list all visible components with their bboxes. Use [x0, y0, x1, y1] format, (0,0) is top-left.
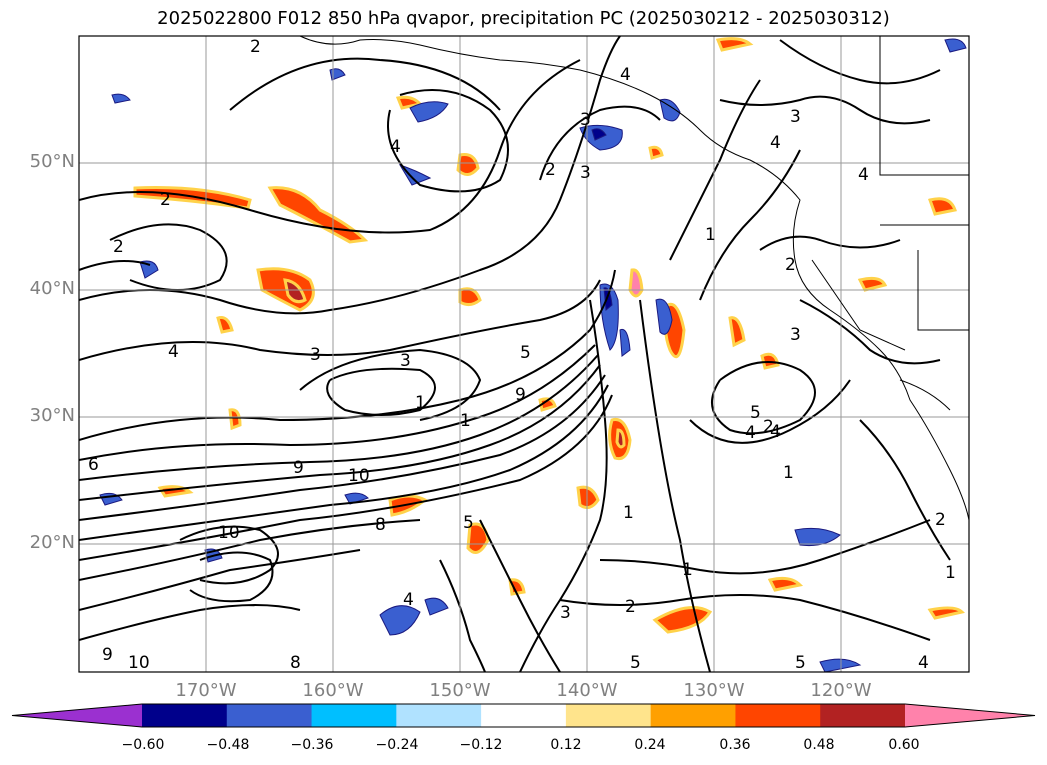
- contour-label: 1: [623, 503, 634, 523]
- contour-label: 2: [763, 417, 774, 437]
- longitude-label: 130°W: [683, 680, 745, 701]
- longitude-label: 150°W: [429, 680, 491, 701]
- longitude-label: 170°W: [175, 680, 237, 701]
- contour-label: 5: [520, 343, 531, 363]
- contour-label: 6: [88, 455, 99, 475]
- contour-label: 3: [400, 351, 411, 371]
- contour-label: 2: [785, 255, 796, 275]
- contour-label: 8: [375, 515, 386, 535]
- longitude-label: 140°W: [556, 680, 618, 701]
- longitude-label: 160°W: [302, 680, 364, 701]
- latitude-label: 20°N: [29, 532, 75, 553]
- latitude-label: 50°N: [29, 151, 75, 172]
- longitude-label: 120°W: [810, 680, 872, 701]
- contour-label: 3: [310, 345, 321, 365]
- contour-label: 10: [128, 653, 150, 673]
- colorbar-tick-label: −0.36: [290, 737, 334, 753]
- contour-label: 3: [560, 603, 571, 623]
- contour-label: 8: [290, 653, 301, 673]
- contour-label: 2: [113, 237, 124, 257]
- colorbar-tick-label: −0.12: [459, 737, 503, 753]
- contour-label: 1: [415, 393, 426, 413]
- contour-label: 2: [545, 160, 556, 180]
- contour-label: 9: [102, 645, 113, 665]
- colorbar-bin: [142, 704, 228, 727]
- colorbar-tick-label: −0.24: [375, 737, 419, 753]
- contour-label: 4: [770, 133, 781, 153]
- colorbar-bin: [226, 704, 313, 727]
- contour-label: 3: [790, 325, 801, 345]
- contour-label: 5: [463, 513, 474, 533]
- latitude-label: 30°N: [29, 405, 75, 426]
- colorbar-bin: [311, 704, 397, 727]
- contour-label: 4: [858, 165, 869, 185]
- contour-label: 4: [168, 342, 179, 362]
- contour-label: 2: [250, 37, 261, 57]
- contour-label: 5: [750, 403, 761, 423]
- contour-label: 9: [515, 385, 526, 405]
- contour-label: 3: [580, 110, 591, 130]
- contour-label: 4: [403, 590, 414, 610]
- contour-label: 1: [460, 411, 471, 431]
- colorbar-extend-max: [905, 704, 1035, 727]
- contour-label: 1: [783, 463, 794, 483]
- colorbar-outline: [11, 703, 1036, 728]
- colorbar-tick-label: 0.48: [803, 737, 835, 753]
- colorbar-tick-label: −0.60: [121, 737, 165, 753]
- colorbar-tick-label: −0.48: [206, 737, 250, 753]
- vapor-contours: [79, 36, 951, 672]
- plot-frame: [78, 35, 970, 673]
- contour-label: 2: [935, 510, 946, 530]
- contour-label: 2: [625, 597, 636, 617]
- contour-label: 10: [218, 523, 240, 543]
- contour-label: 3: [790, 107, 801, 127]
- contour-label: 4: [390, 137, 401, 157]
- contour-label: 1: [705, 225, 716, 245]
- latitude-label: 40°N: [29, 278, 75, 299]
- colorbar-bin: [565, 704, 652, 727]
- contour-label: 5: [795, 653, 806, 673]
- colorbar-tick-label: 0.24: [634, 737, 666, 753]
- colorbar-tick-label: 0.12: [550, 737, 582, 753]
- contour-label: 4: [745, 423, 756, 443]
- colorbar-bin: [481, 704, 567, 727]
- coastline: [299, 36, 969, 521]
- contour-label: 2: [160, 190, 171, 210]
- graticule: [79, 36, 969, 672]
- contour-label: 4: [620, 65, 631, 85]
- contour-label: 4: [918, 653, 929, 673]
- colorbar-bin: [735, 704, 821, 727]
- contour-label: 1: [682, 560, 693, 580]
- contour-labels: 2 4 3 2 2 4 3 1 2 4 3 3 2 1 5 9 3 4 5 4 …: [88, 37, 956, 673]
- colorbar-bin: [396, 704, 482, 727]
- contour-label: 5: [630, 653, 641, 673]
- contour-label: 9: [293, 458, 304, 478]
- contour-label: 4: [770, 422, 781, 442]
- colorbar-bin: [650, 704, 736, 727]
- colorbar-tick-label: 0.36: [719, 737, 751, 753]
- colorbar-bin: [820, 704, 906, 727]
- contour-label: 3: [580, 163, 591, 183]
- plot-area: [79, 36, 969, 672]
- colorbar: [11, 703, 1036, 728]
- contour-label: 10: [348, 466, 370, 486]
- contour-label: 1: [945, 563, 956, 583]
- colorbar-tick-label: 0.60: [888, 737, 920, 753]
- colorbar-extend-min: [12, 704, 142, 727]
- map-title: 2025022800 F012 850 hPa qvapor, precipit…: [157, 8, 890, 29]
